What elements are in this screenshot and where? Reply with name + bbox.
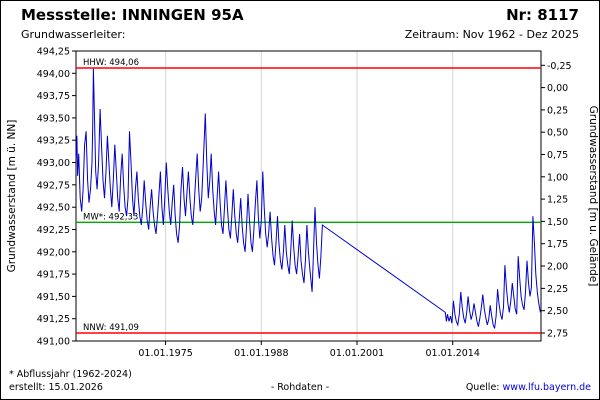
aquifer-label: Grundwasserleiter: — [21, 28, 126, 41]
subheader-row: Grundwasserleiter: Zeitraum: Nov 1962 - … — [21, 28, 579, 41]
source-line: Quelle: www.lfu.bayern.de — [466, 382, 591, 393]
data-type-label: - Rohdaten - — [270, 382, 330, 393]
svg-text:1,00: 1,00 — [547, 172, 568, 183]
svg-text:494,25: 494,25 — [37, 47, 70, 58]
svg-text:492,00: 492,00 — [37, 247, 70, 258]
svg-text:491,00: 491,00 — [37, 337, 70, 348]
svg-text:493,00: 493,00 — [37, 158, 70, 169]
svg-text:491,75: 491,75 — [37, 270, 70, 281]
svg-text:2,75: 2,75 — [547, 329, 568, 340]
svg-text:01.01.1975: 01.01.1975 — [138, 348, 192, 359]
svg-text:NNW: 491,09: NNW: 491,09 — [83, 323, 139, 333]
svg-text:-0,25: -0,25 — [547, 61, 572, 72]
svg-text:Grundwasserstand [m ü. NN]: Grundwasserstand [m ü. NN] — [6, 120, 18, 273]
svg-text:01.01.1988: 01.01.1988 — [234, 348, 288, 359]
svg-text:493,25: 493,25 — [37, 136, 70, 147]
svg-text:2,00: 2,00 — [547, 262, 568, 273]
created-date: erstellt: 15.01.2026 — [9, 382, 103, 393]
period-label: Zeitraum: Nov 1962 - Dez 2025 — [404, 28, 579, 41]
svg-text:493,75: 493,75 — [37, 91, 70, 102]
svg-text:491,25: 491,25 — [37, 314, 70, 325]
station-number: Nr: 8117 — [506, 6, 579, 24]
svg-text:492,25: 492,25 — [37, 225, 70, 236]
svg-text:01.01.2001: 01.01.2001 — [330, 348, 384, 359]
svg-text:492,75: 492,75 — [37, 180, 70, 191]
svg-text:2,50: 2,50 — [547, 306, 568, 317]
svg-text:HHW: 494,06: HHW: 494,06 — [83, 58, 139, 68]
svg-text:01.01.2014: 01.01.2014 — [425, 348, 479, 359]
svg-text:491,50: 491,50 — [37, 292, 70, 303]
svg-text:1,75: 1,75 — [547, 239, 568, 250]
footnote-abflussjahr: * Abflussjahr (1962-2024) — [9, 369, 132, 380]
groundwater-level-chart: 491,00 491,25 491,50 491,75 492,00 492,25 492,… — [6, 47, 599, 360]
svg-text:0,25: 0,25 — [547, 105, 568, 116]
svg-text:492,50: 492,50 — [37, 203, 70, 214]
svg-text:Grundwasserstand [m u. Gelände: Grundwasserstand [m u. Gelände] — [587, 106, 599, 287]
svg-text:0,50: 0,50 — [547, 128, 568, 139]
svg-text:493,50: 493,50 — [37, 113, 70, 124]
svg-text:0,00: 0,00 — [547, 83, 568, 94]
svg-text:1,25: 1,25 — [547, 195, 568, 206]
station-title: Messstelle: INNINGEN 95A — [21, 6, 244, 24]
svg-text:494,00: 494,00 — [37, 69, 70, 80]
header-row: Messstelle: INNINGEN 95A Nr: 8117 — [21, 6, 579, 24]
source-link[interactable]: www.lfu.bayern.de — [502, 382, 591, 393]
svg-text:1,50: 1,50 — [547, 217, 568, 228]
svg-text:0,75: 0,75 — [547, 150, 568, 161]
source-label: Quelle: — [465, 382, 500, 393]
svg-text:2,25: 2,25 — [547, 284, 568, 295]
svg-text:MW*: 492,33: MW*: 492,33 — [83, 212, 138, 222]
